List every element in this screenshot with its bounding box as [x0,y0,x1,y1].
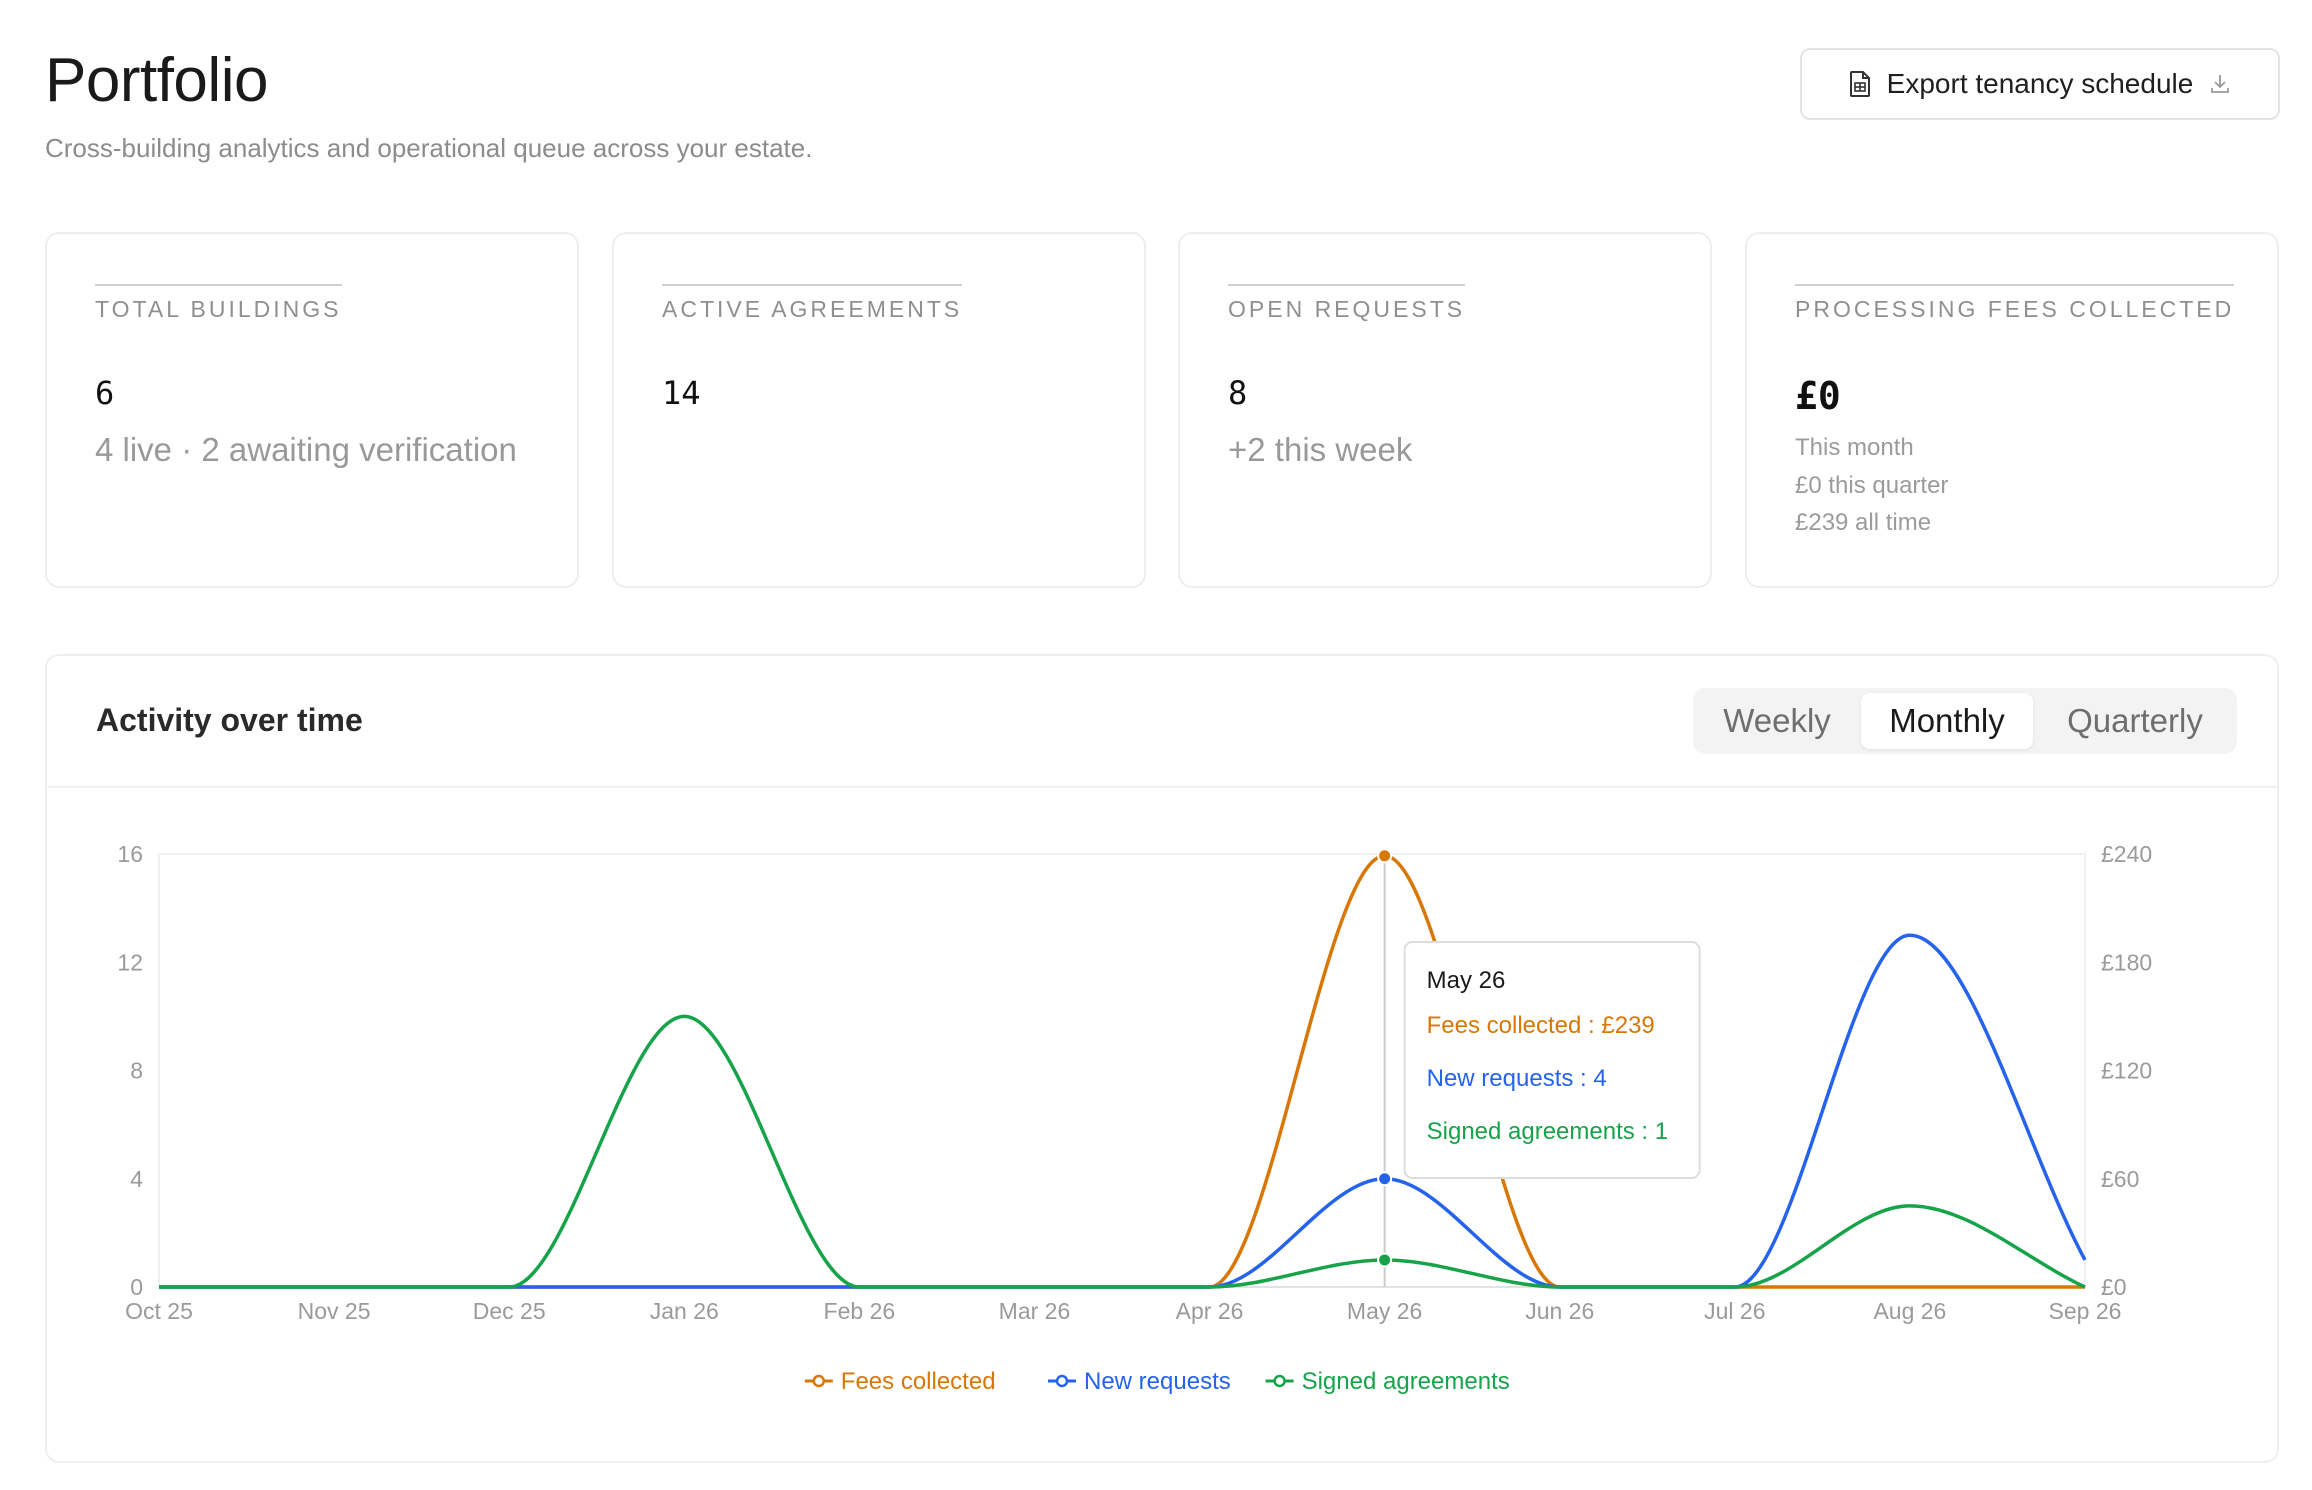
range-monthly-tab[interactable]: Monthly [1861,693,2033,749]
plot-frame [158,853,2086,1288]
y-right-tick-label: £60 [2101,1166,2139,1192]
y-right-tick-label: £0 [2101,1274,2127,1300]
tooltip-line: New requests : 4 [1427,1065,1607,1092]
activity-chart-card: Activity over time Weekly Monthly Quarte… [45,654,2279,1463]
y-right-tick-label: £120 [2101,1058,2152,1084]
export-tenancy-schedule-button[interactable]: Export tenancy schedule [1800,48,2280,120]
spreadsheet-icon [1849,71,1870,97]
x-tick-label: May 26 [1347,1298,1422,1324]
series-point-new-requests [1377,1171,1393,1187]
kpi-label: TOTAL BUILDINGS [95,284,342,323]
kpi-label: OPEN REQUESTS [1228,284,1466,323]
kpi-fees-quarter: £0 this quarter [1795,472,1949,499]
legend-label: Signed agreements [1302,1368,1510,1395]
tooltip-line: Fees collected : £239 [1427,1012,1655,1039]
download-icon [2211,75,2230,93]
series-point-signed-agreements [1377,1252,1393,1268]
kpi-value: 8 [1228,374,1248,412]
x-tick-label: Nov 25 [298,1298,371,1324]
kpi-label: ACTIVE AGREEMENTS [662,284,963,323]
range-selector: Weekly Monthly Quarterly [1693,688,2237,754]
y-left-tick-label: 8 [130,1058,143,1084]
y-left-tick-label: 0 [130,1274,143,1300]
kpi-value: 6 [95,374,115,412]
tooltip-title: May 26 [1427,967,1506,994]
page-subtitle: Cross-building analytics and operational… [45,133,813,163]
legend-marker-dot [1055,1374,1069,1388]
x-tick-label: Oct 25 [125,1298,193,1324]
y-left-tick-label: 16 [117,841,143,867]
kpi-card-processing-fees: PROCESSING FEES COLLECTED £0 This month … [1745,232,2279,588]
legend-label: Fees collected [841,1368,996,1395]
kpi-label: PROCESSING FEES COLLECTED [1795,284,2235,323]
series-line-new-requests [158,933,2087,1289]
y-left-tick-label: 12 [117,949,143,975]
kpi-fees-all-time: £239 all time [1795,509,1932,536]
chart-title: Activity over time [96,702,363,738]
series-line-signed-agreements [158,1014,2086,1289]
series-point-fees-collected [1377,848,1393,864]
activity-line-chart: 0 4 8 12 16 £0 £60 £120 £180 £240 Oct 25 Nov 25 Dec … [117,841,2152,1395]
x-tick-label: Mar 26 [999,1298,1071,1324]
x-tick-label: Dec 25 [473,1298,546,1324]
x-tick-label: Jun 26 [1525,1298,1594,1324]
x-tick-label: Aug 26 [1873,1298,1946,1324]
x-tick-label: Jul 26 [1704,1298,1765,1324]
kpi-value: 14 [662,374,701,412]
tooltip-box [1403,941,1701,1179]
series-line-fees-collected [158,854,2085,1289]
y-right-tick-label: £240 [2101,841,2152,867]
tooltip-line: Signed agreements : 1 [1427,1118,1669,1145]
export-button-label: Export tenancy schedule [1886,68,2194,99]
x-tick-label: Sep 26 [2049,1298,2122,1324]
legend-label: New requests [1084,1368,1231,1395]
range-weekly-tab[interactable]: Weekly [1723,702,1831,739]
kpi-note: +2 this week [1228,431,1413,468]
range-quarterly-tab[interactable]: Quarterly [2067,702,2203,739]
x-tick-label: Apr 26 [1176,1298,1244,1324]
x-tick-label: Jan 26 [650,1298,719,1324]
chart-header-divider [47,786,2277,788]
kpi-value: £0 [1795,374,1841,418]
page-title: Portfolio [45,46,268,115]
legend-marker-dot [812,1374,826,1388]
kpi-note: 4 live · 2 awaiting verification [95,431,517,468]
kpi-card-active-agreements: ACTIVE AGREEMENTS 14 [612,232,1146,588]
x-tick-label: Feb 26 [824,1298,896,1324]
kpi-card-open-requests: OPEN REQUESTS 8 +2 this week [1178,232,1712,588]
kpi-card-total-buildings: TOTAL BUILDINGS 6 4 live · 2 awaiting ve… [45,232,579,588]
y-left-tick-label: 4 [130,1166,143,1192]
y-right-tick-label: £180 [2101,949,2152,975]
legend-marker-dot [1273,1374,1286,1388]
kpi-fees-month: This month [1795,434,1914,461]
